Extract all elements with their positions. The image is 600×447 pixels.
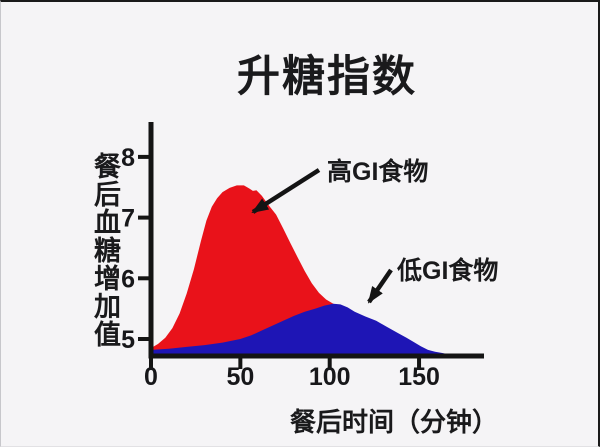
high-gi-annotation: 高GI食物 (327, 158, 429, 186)
chart-title: 升糖指数 (237, 53, 417, 101)
y-tick-label-6: 6 (121, 265, 135, 293)
axes (148, 122, 484, 359)
low-gi-area (151, 303, 470, 358)
y-tick-label-5: 5 (121, 326, 135, 354)
x-tick-label-100: 100 (309, 363, 351, 391)
y-tick-label-7: 7 (121, 205, 135, 233)
y-tick-label-8: 8 (121, 144, 135, 172)
x-axis-title: 餐后时间（分钟） (289, 407, 499, 437)
x-tick-label-50: 50 (226, 363, 254, 391)
series-areas (151, 185, 470, 358)
low-gi-annotation: 低GI食物 (397, 257, 499, 285)
high-gi-arrow (251, 168, 321, 214)
low-gi-arrow (367, 268, 393, 304)
axis-ticks: 0 50 100 150 8 7 6 5 (121, 144, 440, 391)
x-tick-label-150: 150 (398, 363, 440, 391)
y-axis-title: 餐后血糖增加值 (90, 152, 120, 348)
x-tick-label-0: 0 (144, 363, 158, 391)
annotation-arrows (251, 168, 393, 304)
